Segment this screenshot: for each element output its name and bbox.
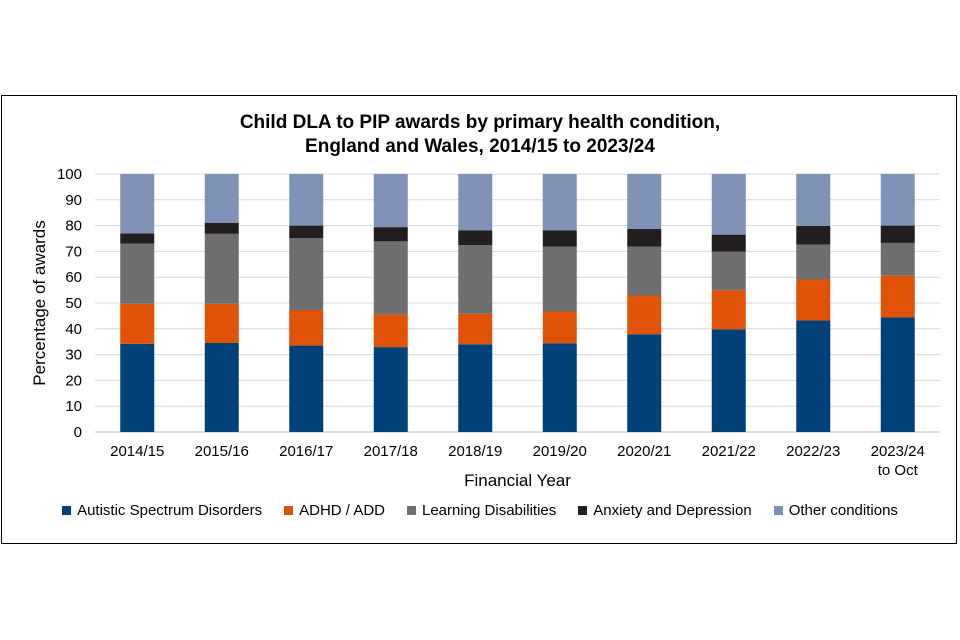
y-tick-label: 40 [65,321,82,338]
bar-segment-other-conditions [627,174,662,229]
bar-segment-other-conditions [204,174,239,223]
bar-segment-adhd-add [289,309,324,346]
y-tick-label: 100 [57,166,82,183]
bar-segment-other-conditions [458,174,493,231]
y-tick-label: 80 [65,218,82,235]
bar-segment-adhd-add [711,290,746,330]
bar-segment-learning-disabilities [373,241,408,315]
bar-segment-adhd-add [373,314,408,348]
bar-segment-other-conditions [880,174,915,226]
bar-segment-anxiety-and-depression [458,230,493,246]
y-tick-label: 50 [65,295,82,312]
bar-segment-anxiety-and-depression [120,233,155,244]
bar-segment-other-conditions [711,174,746,235]
x-tick-label: 2021/22 [702,443,756,460]
bar-segment-anxiety-and-depression [880,225,915,243]
x-tick-label: 2022/23 [786,443,840,460]
bar-segment-anxiety-and-depression [796,225,831,245]
bar-segment-learning-disabilities [711,251,746,291]
legend-item: Learning Disabilities [407,502,556,519]
bar-segment-adhd-add [204,303,239,343]
legend-label: Learning Disabilities [422,502,557,519]
x-tick-label: 2014/15 [110,443,164,460]
y-tick-label: 70 [65,243,82,260]
legend-label: ADHD / ADD [299,502,385,519]
legend-item: Other conditions [773,502,898,519]
legend-item: Anxiety and Depression [578,502,752,519]
bar-segment-adhd-add [627,295,662,335]
x-tick-label: 2015/16 [195,443,249,460]
bar-segment-autistic-spectrum-disorders [627,334,662,432]
bar-segment-other-conditions [796,174,831,226]
x-tick-label: 2023/24 to Oct [871,443,925,479]
legend-swatch [62,506,72,515]
bar-segment-anxiety-and-depression [373,227,408,242]
bar-segment-learning-disabilities [458,245,493,314]
bar-segment-learning-disabilities [796,244,831,280]
bar-segment-adhd-add [796,279,831,321]
legend-swatch [773,506,783,515]
bar-segment-anxiety-and-depression [711,234,746,252]
bar-segment-autistic-spectrum-disorders [711,329,746,432]
bar-segment-learning-disabilities [542,246,577,312]
bar-segment-autistic-spectrum-disorders [542,343,577,432]
bar-segment-autistic-spectrum-disorders [289,345,324,432]
bar-segment-autistic-spectrum-disorders [373,347,408,432]
x-tick-label: 2018/19 [448,443,502,460]
bar-segment-adhd-add [458,313,493,345]
y-tick-label: 90 [65,192,82,209]
legend-label: Autistic Spectrum Disorders [77,502,263,519]
x-tick-label: 2019/20 [533,443,587,460]
x-tick-label: 2016/17 [279,443,333,460]
bar-segment-anxiety-and-depression [627,228,662,247]
bar-segment-adhd-add [880,275,915,318]
x-axis-label: Financial Year [464,471,571,490]
y-tick-label: 20 [65,372,82,389]
legend-swatch [284,506,294,515]
bar-segment-other-conditions [120,174,155,234]
bar-segment-anxiety-and-depression [289,225,324,239]
y-tick-label: 10 [65,398,82,415]
chart-frame [1,95,957,544]
legend-item: Autistic Spectrum Disorders [62,502,262,519]
bar-segment-adhd-add [120,303,155,344]
bar-segment-learning-disabilities [120,243,155,304]
bar-segment-autistic-spectrum-disorders [880,317,915,432]
legend-label: Anxiety and Depression [593,502,752,519]
y-tick-label: 60 [65,269,82,286]
legend-item: ADHD / ADD [284,502,385,519]
bar-segment-learning-disabilities [880,242,915,276]
bar-segment-anxiety-and-depression [204,222,239,234]
bar-segment-learning-disabilities [627,246,662,296]
y-tick-label: 30 [65,347,82,364]
chart-title-line-2: England and Wales, 2014/15 to 2023/24 [305,136,655,157]
bar-segment-autistic-spectrum-disorders [204,342,239,432]
y-tick-label: 0 [74,424,82,441]
bar-segment-adhd-add [542,311,577,344]
legend-swatch [407,506,416,515]
bar-segment-other-conditions [542,174,577,231]
x-tick-label: 2017/18 [364,443,418,460]
bar-segment-autistic-spectrum-disorders [458,344,493,432]
chart-title-line-1: Child DLA to PIP awards by primary healt… [239,112,721,133]
bar-segment-other-conditions [373,174,408,228]
bar-segment-anxiety-and-depression [542,230,577,247]
bar-segment-other-conditions [289,174,324,226]
bar-segment-autistic-spectrum-disorders [120,343,155,432]
x-tick-label: 2020/21 [617,443,671,460]
bar-segment-learning-disabilities [204,233,239,304]
legend-swatch [578,506,588,515]
bar-segment-autistic-spectrum-disorders [796,320,831,432]
legend: Autistic Spectrum Disorders ADHD / ADD Lea… [0,502,960,519]
legend-label: Other conditions [788,502,898,519]
bar-segment-learning-disabilities [289,238,324,310]
y-axis-label: Percentage of awards [30,220,49,385]
